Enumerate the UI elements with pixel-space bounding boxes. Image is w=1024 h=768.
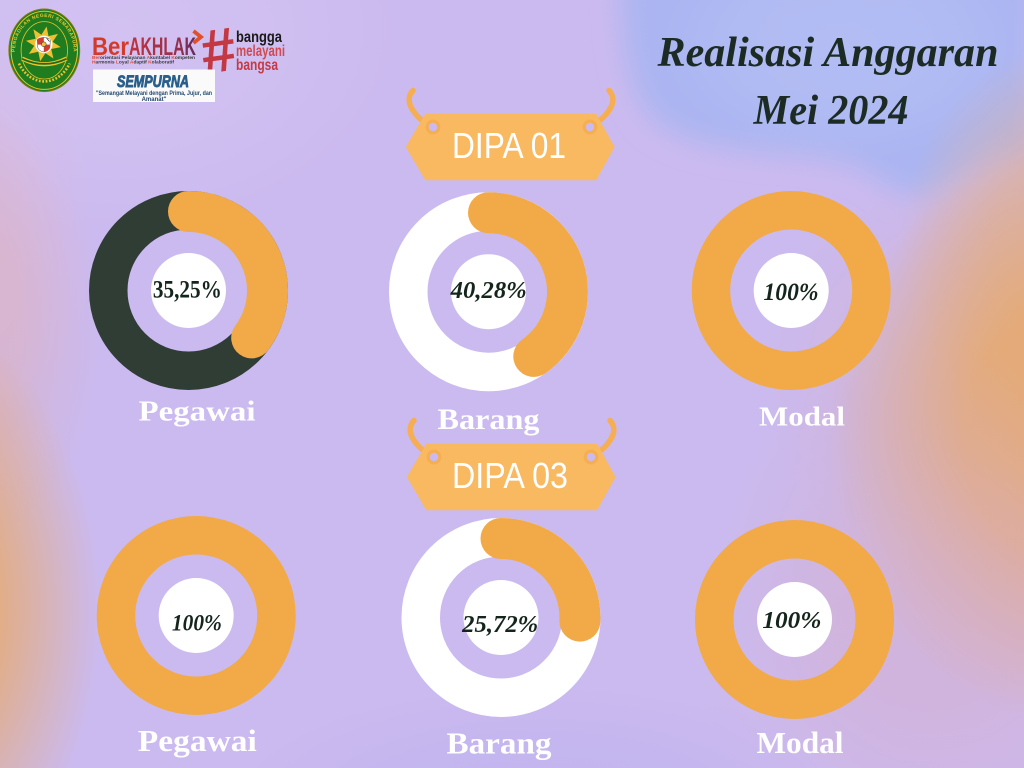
svg-text:35,25%: 35,25% (153, 275, 222, 304)
svg-text:25,72%: 25,72% (461, 612, 538, 638)
svg-text:Modal: Modal (759, 402, 846, 432)
svg-text:100%: 100% (172, 610, 222, 636)
svg-text:SEMPURNA: SEMPURNA (117, 73, 189, 91)
svg-text:Barang: Barang (447, 726, 553, 761)
svg-text:100%: 100% (762, 607, 821, 634)
svg-text:Mei 2024: Mei 2024 (753, 88, 909, 134)
svg-text:DIPA 01: DIPA 01 (452, 125, 566, 166)
svg-text:Realisasi Anggaran: Realisasi Anggaran (656, 30, 998, 76)
svg-text:"Semangat Melayani dengan Prim: "Semangat Melayani dengan Prima, Jujur, … (96, 91, 212, 97)
svg-text:Harmonis Loyal Adaptif Kolabor: Harmonis Loyal Adaptif Kolaboratif (92, 59, 174, 64)
svg-text:Ber: Ber (92, 33, 129, 61)
svg-text:40,28%: 40,28% (450, 278, 527, 304)
svg-text:Amanat": Amanat" (142, 97, 167, 103)
svg-text:AKHLAK: AKHLAK (129, 33, 196, 61)
svg-text:Berorientasi Pelayanan Akuntab: Berorientasi Pelayanan Akuntabel Kompete… (92, 55, 195, 60)
svg-text:Pegawai: Pegawai (139, 396, 256, 428)
svg-text:bangga: bangga (236, 29, 282, 46)
svg-text:DIPA 03: DIPA 03 (452, 455, 568, 496)
svg-text:Pegawai: Pegawai (138, 723, 257, 758)
svg-text:bangsa: bangsa (236, 57, 278, 74)
svg-text:Modal: Modal (757, 725, 844, 760)
svg-text:melayani: melayani (236, 43, 285, 60)
svg-text:Barang: Barang (438, 403, 540, 436)
svg-text:100%: 100% (764, 277, 819, 306)
